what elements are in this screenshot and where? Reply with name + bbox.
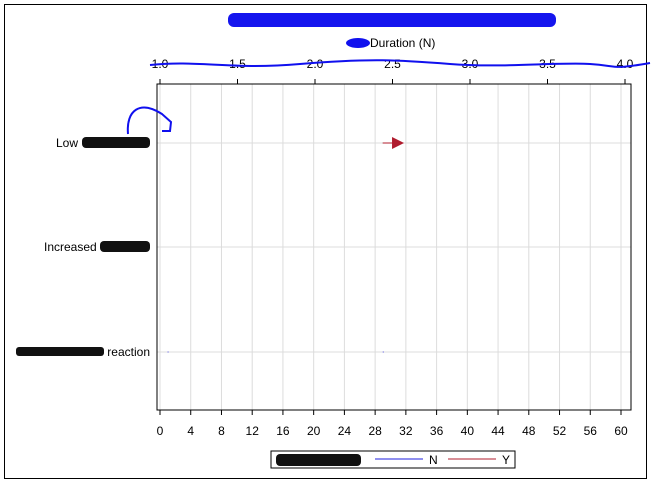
legend-title-redaction xyxy=(276,454,361,466)
x-tick-label: 8 xyxy=(218,424,225,438)
top-tick-label: 3.0 xyxy=(462,57,479,71)
x-tick-label: 28 xyxy=(368,424,382,438)
top-tick-label: 1.5 xyxy=(229,57,246,71)
top-tick-label: 4.0 xyxy=(617,57,634,71)
x-tick-label: 12 xyxy=(246,424,260,438)
plot-area xyxy=(156,83,632,411)
annotation-arrow xyxy=(126,106,173,135)
category-label: Increased xyxy=(44,240,97,254)
x-tick-label: 44 xyxy=(491,424,505,438)
category-label: Low xyxy=(56,136,78,150)
legend-label: N xyxy=(429,453,438,467)
x-tick-label: 32 xyxy=(399,424,413,438)
redaction-scribble xyxy=(346,38,370,48)
x-tick-label: 20 xyxy=(307,424,321,438)
label-redaction xyxy=(16,347,104,356)
x-tick-label: 40 xyxy=(461,424,475,438)
redaction-scribble xyxy=(149,59,651,68)
chart-frame xyxy=(4,4,647,479)
legend-label: Y xyxy=(502,453,510,467)
bar-arrow xyxy=(392,137,405,149)
x-tick-label: 16 xyxy=(276,424,290,438)
x-tick-label: 48 xyxy=(522,424,536,438)
top-tick-label: 2.0 xyxy=(307,57,324,71)
category-label: reaction xyxy=(107,345,150,359)
x-tick-label: 4 xyxy=(187,424,194,438)
label-redaction xyxy=(82,137,150,148)
label-redaction xyxy=(100,241,150,252)
x-tick-label: 36 xyxy=(430,424,444,438)
top-tick-label: 2.5 xyxy=(384,57,401,71)
x-tick-label: 24 xyxy=(338,424,352,438)
title-redaction xyxy=(228,13,556,27)
x-tick-label: 56 xyxy=(584,424,598,438)
top-axis-label: Duration (N) xyxy=(370,36,435,50)
x-tick-label: 0 xyxy=(157,424,164,438)
x-tick-label: 52 xyxy=(553,424,567,438)
x-tick-label: 60 xyxy=(614,424,628,438)
